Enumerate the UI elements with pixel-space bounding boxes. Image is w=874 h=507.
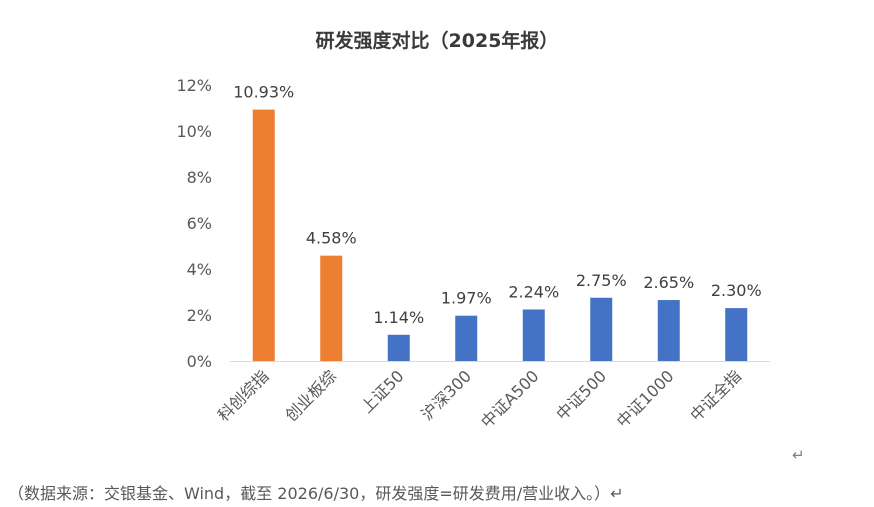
x-tick-label: 中证全指 bbox=[686, 366, 745, 425]
x-tick-label: 中证500 bbox=[552, 366, 610, 424]
y-tick-label: 6% bbox=[187, 214, 212, 233]
source-note: （数据来源：交银基金、Wind，截至 2026/6/30，研发强度=研发费用/营… bbox=[8, 484, 624, 503]
data-label: 2.65% bbox=[643, 273, 694, 292]
data-label: 4.58% bbox=[306, 229, 357, 248]
x-tick-label: 科创综指 bbox=[214, 366, 273, 425]
y-tick-label: 0% bbox=[187, 352, 212, 371]
bar bbox=[657, 300, 680, 361]
chart-title: 研发强度对比（2025年报） bbox=[315, 30, 559, 52]
bar bbox=[387, 334, 410, 361]
x-tick-label: 中证A500 bbox=[477, 366, 542, 431]
data-label: 2.30% bbox=[711, 281, 762, 300]
paragraph-mark: ↵ bbox=[792, 446, 805, 464]
data-label: 1.97% bbox=[441, 289, 492, 308]
y-tick-label: 4% bbox=[187, 260, 212, 279]
bar bbox=[320, 255, 343, 361]
bar bbox=[522, 309, 545, 361]
y-tick-label: 12% bbox=[176, 76, 212, 95]
x-tick-label: 上证50 bbox=[357, 366, 407, 416]
bar bbox=[455, 315, 478, 361]
data-label: 1.14% bbox=[373, 308, 424, 327]
bar bbox=[725, 308, 748, 361]
data-label: 10.93% bbox=[233, 83, 294, 102]
x-tick-label: 中证1000 bbox=[613, 366, 678, 431]
bar bbox=[590, 297, 613, 361]
y-tick-label: 10% bbox=[176, 122, 212, 141]
y-tick-label: 2% bbox=[187, 306, 212, 325]
y-tick-label: 8% bbox=[187, 168, 212, 187]
data-label: 2.24% bbox=[508, 282, 559, 301]
x-tick-label: 创业板综 bbox=[281, 366, 340, 425]
x-tick-label: 沪深300 bbox=[417, 366, 475, 424]
bar bbox=[252, 109, 275, 361]
data-label: 2.75% bbox=[576, 271, 627, 290]
